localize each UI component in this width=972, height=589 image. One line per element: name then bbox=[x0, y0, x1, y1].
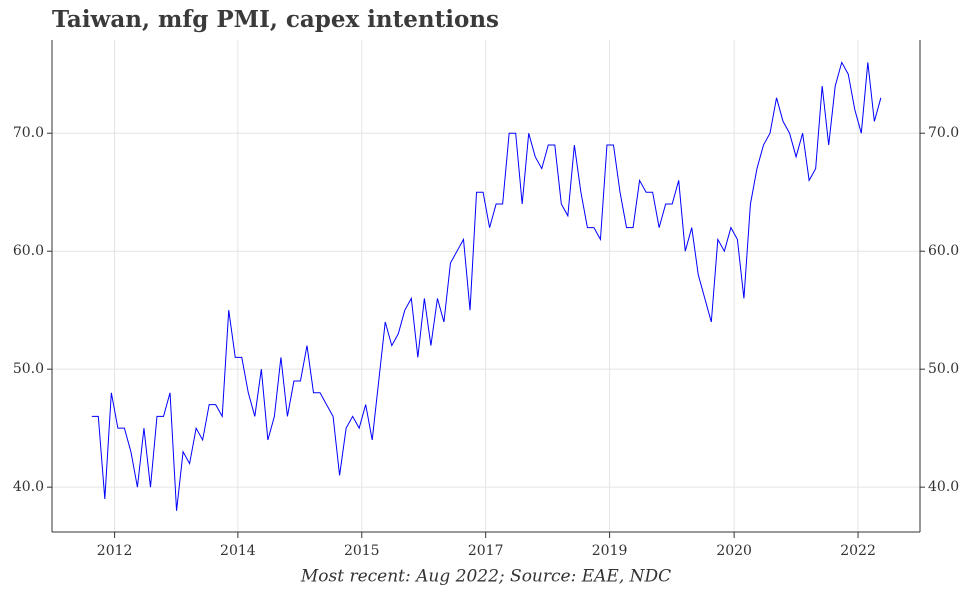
y2-tick-label: 70.0 bbox=[928, 125, 959, 141]
chart-title: Taiwan, mfg PMI, capex intentions bbox=[52, 6, 499, 33]
y-tick-label: 50.0 bbox=[13, 361, 44, 377]
x-tick-label: 2019 bbox=[592, 543, 628, 559]
y-tick-label: 40.0 bbox=[13, 479, 44, 495]
y2-tick-label: 60.0 bbox=[928, 243, 959, 259]
x-tick-label: 2015 bbox=[344, 543, 380, 559]
caption: Most recent: Aug 2022; Source: EAE, NDC bbox=[300, 567, 671, 587]
x-tick-label: 2020 bbox=[716, 543, 752, 559]
x-tick-label: 2014 bbox=[220, 543, 256, 559]
y2-tick-label: 50.0 bbox=[928, 361, 959, 377]
y2-tick-label: 40.0 bbox=[928, 479, 959, 495]
x-tick-label: 2017 bbox=[468, 543, 504, 559]
x-tick-label: 2012 bbox=[97, 543, 133, 559]
line bbox=[91, 61, 882, 511]
x-tick-label: 2022 bbox=[840, 543, 876, 559]
y-tick-label: 60.0 bbox=[13, 243, 44, 259]
y-tick-label: 70.0 bbox=[13, 125, 44, 141]
